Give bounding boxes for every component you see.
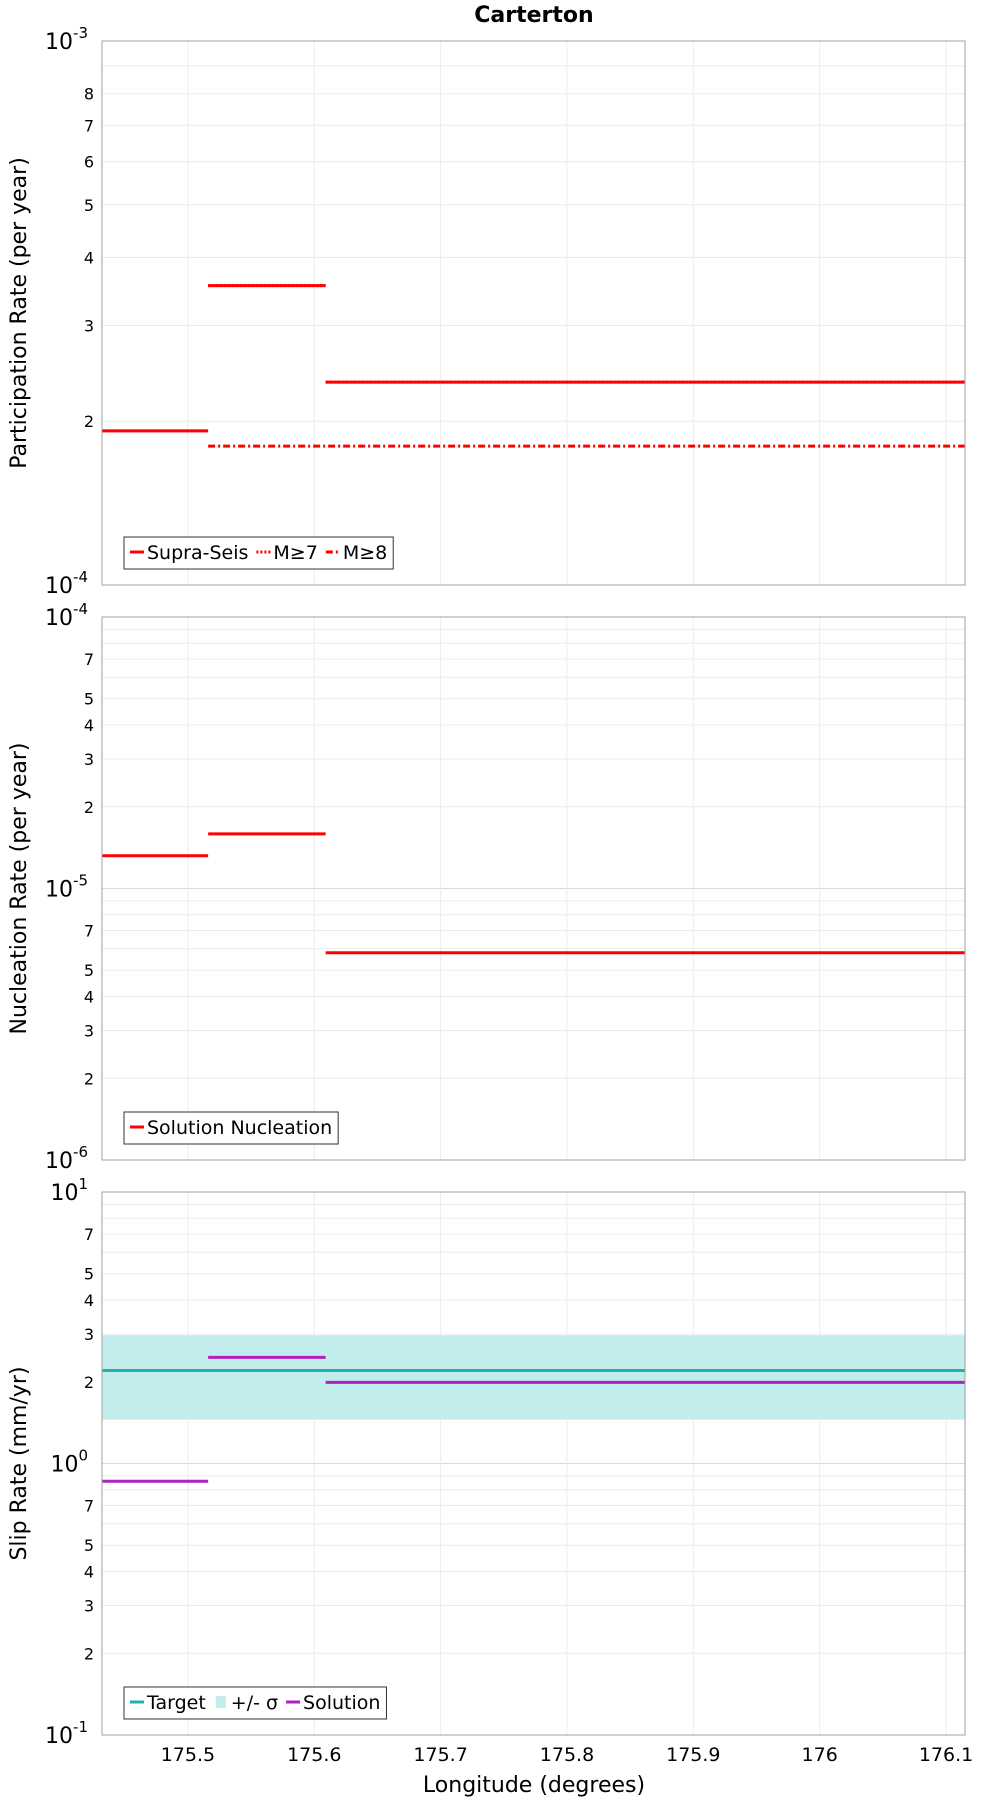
tick-base: 10 [45,30,73,55]
nucleation-ytick-decade-1: 10-5 [45,872,88,903]
nucleation-ytick-3: 3 [84,750,94,769]
tick-exponent: -6 [73,1143,88,1161]
participation-ytick-1: 7 [84,116,94,135]
slip-legend-swatch-1 [215,1696,226,1708]
nucleation-ytick-7: 4 [84,988,94,1007]
tick-exponent: -4 [73,568,88,586]
slip-legend-label-2: Solution [303,1692,380,1714]
x-tick-label-3: 175.8 [540,1744,594,1766]
slip-legend-label-1: +/- σ [231,1692,278,1714]
participation-legend-label-1: M≥7 [273,542,317,564]
participation-legend-label-0: Supra-Seis [147,542,248,564]
participation-ytick-3: 5 [84,196,94,215]
tick-exponent: 1 [78,1175,88,1193]
slip-ytick-2: 4 [84,1291,94,1310]
nucleation-ytick-8: 3 [84,1021,94,1040]
slip-y-axis-label: Slip Rate (mm/yr) [7,1366,32,1560]
slip-ytick-4: 2 [84,1373,94,1392]
nucleation-ytick-2: 4 [84,716,94,735]
slip-ytick-decade-2: 10-1 [45,1718,88,1749]
x-axis-label: Longitude (degrees) [423,1773,645,1798]
participation-ytick-decade-1: 10-4 [45,568,88,599]
slip-ytick-1: 5 [84,1265,94,1284]
participation-ytick-4: 4 [84,248,94,267]
slip-ytick-decade-1: 100 [50,1447,88,1478]
tick-exponent: -3 [73,24,88,42]
nucleation-ytick-0: 7 [84,650,94,669]
nucleation-grid [102,616,965,1161]
tick-exponent: 0 [78,1447,88,1465]
tick-exponent: -1 [73,1718,88,1736]
slip-ytick-decade-0: 101 [50,1175,88,1206]
x-tick-label-1: 175.6 [287,1744,341,1766]
nucleation-ytick-1: 5 [84,690,94,709]
tick-base: 10 [45,878,73,903]
slip-sigma-band [102,1335,965,1420]
nucleation-ytick-6: 5 [84,961,94,980]
x-tick-label-4: 175.9 [666,1744,720,1766]
participation-frame [101,40,966,586]
participation-y-axis-label: Participation Rate (per year) [7,157,32,469]
tick-base: 10 [50,1181,78,1206]
slip-legend: Target +/- σ Solution [123,1686,387,1720]
slip-ytick-8: 3 [84,1596,94,1615]
nucleation-ytick-decade-0: 10-4 [45,600,88,631]
slip-ytick-9: 2 [84,1644,94,1663]
nucleation-y-axis-label: Nucleation Rate (per year) [7,743,32,1035]
chart-title: Carterton [474,3,593,28]
tick-base: 10 [45,606,73,631]
participation-legend-label-2: M≥8 [343,542,387,564]
slip-ytick-6: 5 [84,1536,94,1555]
participation-grid [102,40,965,586]
tick-exponent: -5 [73,872,88,890]
participation-legend-box [123,536,394,570]
slip-ytick-0: 7 [84,1225,94,1244]
x-tick-label-0: 175.5 [161,1744,215,1766]
participation-ytick-0: 8 [84,85,94,104]
nucleation-frame [101,616,966,1161]
participation-ytick-2: 6 [84,153,94,172]
nucleation-ytick-decade-2: 10-6 [45,1143,88,1174]
slip-ytick-7: 4 [84,1563,94,1582]
nucleation-ytick-9: 2 [84,1069,94,1088]
slip-frame [101,1191,966,1736]
tick-exponent: -4 [73,600,88,618]
slip-ytick-3: 3 [84,1325,94,1344]
slip-legend-label-0: Target [146,1692,206,1714]
x-tick-label-2: 175.7 [413,1744,467,1766]
slip-grid [102,1191,965,1736]
tick-base: 10 [50,1453,78,1478]
participation-legend: Supra-Seis M≥7 M≥8 [123,536,394,570]
x-tick-label-5: 176 [802,1744,838,1766]
nucleation-legend-label-0: Solution Nucleation [147,1117,332,1139]
participation-ytick-6: 2 [84,412,94,431]
x-tick-label-6: 176.1 [919,1744,973,1766]
nucleation-ytick-5: 7 [84,922,94,941]
tick-base: 10 [45,1149,73,1174]
participation-ytick-5: 3 [84,316,94,335]
slip-legend-box [123,1686,387,1720]
tick-base: 10 [45,1724,73,1749]
slip-ytick-5: 7 [84,1497,94,1516]
nucleation-ytick-4: 2 [84,798,94,817]
nucleation-legend-box [123,1111,339,1145]
x-axis: 175.5 175.6 175.7 175.8 175.9 176 176.1 [161,1744,974,1766]
tick-base: 10 [45,574,73,599]
participation-ytick-decade-0: 10-3 [45,24,88,55]
participation-plot-area [102,41,965,585]
nucleation-legend: Solution Nucleation [123,1111,339,1145]
